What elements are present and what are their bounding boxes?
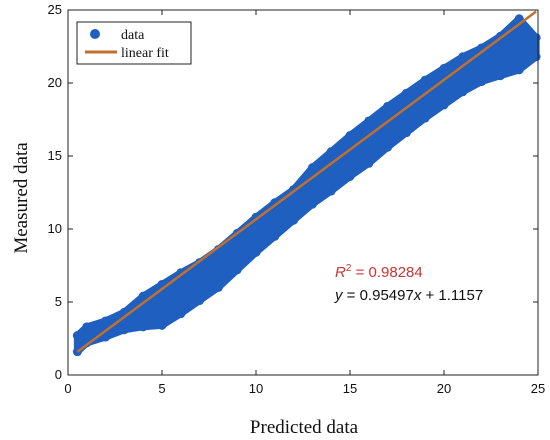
tick-labels: 0 5 10 15 20 25 0 5 10 15 20 25 bbox=[48, 2, 546, 396]
x-tick-label: 15 bbox=[343, 381, 357, 396]
x-tick-label: 25 bbox=[531, 381, 545, 396]
y-tick-label: 25 bbox=[48, 2, 62, 17]
y-tick-label: 5 bbox=[55, 294, 62, 309]
data-point bbox=[232, 265, 242, 275]
data-point bbox=[157, 320, 167, 330]
data-point bbox=[138, 291, 148, 301]
eq-intercept: + 1.1157 bbox=[421, 287, 483, 304]
linear-fit-line bbox=[76, 10, 537, 353]
data-point bbox=[420, 113, 430, 123]
y-axis-label: Measured data bbox=[11, 142, 32, 254]
data-point bbox=[458, 87, 468, 97]
data-point bbox=[270, 231, 280, 241]
r-squared-annotation: R2 = 0.98284 bbox=[335, 263, 423, 281]
legend-data-label: data bbox=[121, 28, 145, 43]
data-point bbox=[101, 332, 111, 342]
eq-y-symbol: y bbox=[334, 287, 344, 304]
data-point bbox=[326, 186, 336, 196]
legend-fit-label: linear fit bbox=[121, 46, 169, 61]
data-point bbox=[439, 63, 449, 73]
data-point bbox=[401, 128, 411, 138]
data-point bbox=[383, 101, 393, 111]
data-point bbox=[176, 309, 186, 319]
data-point bbox=[477, 77, 487, 87]
data-point bbox=[439, 100, 449, 110]
data-point bbox=[82, 322, 92, 332]
plot-area bbox=[67, 9, 541, 376]
r2-superscript: 2 bbox=[346, 263, 352, 274]
data-point bbox=[514, 65, 524, 75]
data-point bbox=[251, 247, 261, 257]
x-tick-label: 5 bbox=[158, 381, 165, 396]
data-point bbox=[101, 316, 111, 326]
fit-equation-annotation: y = 0.95497x + 1.1157 bbox=[334, 287, 483, 304]
legend-data-marker bbox=[90, 29, 100, 39]
data-point bbox=[458, 52, 468, 62]
legend: data linear fit bbox=[76, 21, 192, 65]
data-point bbox=[326, 147, 336, 157]
data-point bbox=[72, 331, 82, 341]
data-point bbox=[307, 199, 317, 209]
y-tick-label: 10 bbox=[48, 221, 62, 236]
data-point bbox=[213, 282, 223, 292]
x-axis-label: Predicted data bbox=[250, 417, 359, 438]
r2-value: = 0.98284 bbox=[351, 264, 422, 281]
legend-box bbox=[76, 21, 192, 65]
data-point bbox=[345, 171, 355, 181]
x-tick-label: 10 bbox=[249, 381, 263, 396]
data-point bbox=[364, 158, 374, 168]
x-tick-label: 0 bbox=[64, 381, 71, 396]
data-point bbox=[420, 75, 430, 85]
data-point bbox=[138, 322, 148, 332]
data-point bbox=[401, 88, 411, 98]
y-tick-label: 0 bbox=[55, 367, 62, 382]
eq-slope: = 0.95497 bbox=[343, 287, 414, 304]
eq-x-symbol: x bbox=[413, 287, 422, 304]
data-point bbox=[195, 296, 205, 306]
data-point bbox=[213, 244, 223, 254]
y-tick-label: 20 bbox=[48, 75, 62, 90]
data-point bbox=[119, 325, 129, 335]
data-point bbox=[383, 142, 393, 152]
data-point bbox=[531, 52, 541, 62]
data-point bbox=[364, 116, 374, 126]
r2-symbol: R bbox=[335, 264, 346, 281]
data-point bbox=[289, 215, 299, 225]
y-tick-label: 15 bbox=[48, 148, 62, 163]
data-point bbox=[345, 131, 355, 141]
axes-frame bbox=[67, 9, 539, 376]
data-point bbox=[176, 268, 186, 278]
data-point bbox=[307, 163, 317, 173]
data-point bbox=[495, 71, 505, 81]
data-point bbox=[531, 33, 541, 43]
x-tick-label: 20 bbox=[437, 381, 451, 396]
